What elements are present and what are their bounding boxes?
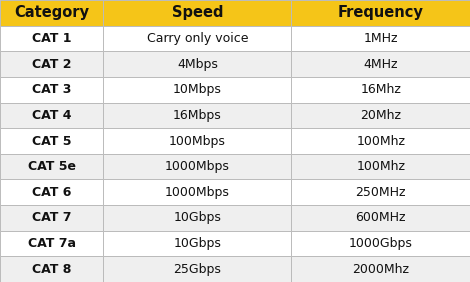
Text: CAT 3: CAT 3: [32, 83, 71, 96]
Bar: [0, 103, 103, 128]
Text: CAT 5e: CAT 5e: [28, 160, 76, 173]
Bar: [0, 26, 103, 51]
Text: 10Mbps: 10Mbps: [173, 83, 222, 96]
Text: CAT 2: CAT 2: [32, 58, 71, 70]
Bar: [103, 0, 291, 26]
Text: 2000Mhz: 2000Mhz: [352, 263, 409, 276]
Bar: [291, 103, 470, 128]
Text: 10Gbps: 10Gbps: [173, 212, 221, 224]
Bar: [291, 128, 470, 154]
Bar: [291, 231, 470, 256]
Bar: [0, 231, 103, 256]
Text: 1MHz: 1MHz: [363, 32, 398, 45]
Text: CAT 8: CAT 8: [32, 263, 71, 276]
Text: CAT 7a: CAT 7a: [28, 237, 76, 250]
Bar: [291, 256, 470, 282]
Text: CAT 1: CAT 1: [32, 32, 71, 45]
Text: CAT 6: CAT 6: [32, 186, 71, 199]
Bar: [103, 205, 291, 231]
Text: 1000Gbps: 1000Gbps: [349, 237, 413, 250]
Bar: [291, 51, 470, 77]
Bar: [291, 26, 470, 51]
Text: 1000Mbps: 1000Mbps: [165, 160, 230, 173]
Text: 100Mhz: 100Mhz: [356, 135, 405, 147]
Text: 10Gbps: 10Gbps: [173, 237, 221, 250]
Bar: [103, 154, 291, 179]
Text: CAT 7: CAT 7: [32, 212, 71, 224]
Bar: [291, 154, 470, 179]
Text: Speed: Speed: [172, 5, 223, 20]
Bar: [0, 51, 103, 77]
Bar: [0, 179, 103, 205]
Bar: [0, 154, 103, 179]
Bar: [103, 103, 291, 128]
Text: Category: Category: [14, 5, 89, 20]
Text: 25Gbps: 25Gbps: [173, 263, 221, 276]
Text: 100Mhz: 100Mhz: [356, 160, 405, 173]
Text: Frequency: Frequency: [338, 5, 423, 20]
Text: 4MHz: 4MHz: [363, 58, 398, 70]
Text: 250MHz: 250MHz: [355, 186, 406, 199]
Bar: [0, 77, 103, 103]
Bar: [103, 231, 291, 256]
Bar: [103, 51, 291, 77]
Bar: [103, 26, 291, 51]
Bar: [291, 179, 470, 205]
Bar: [291, 77, 470, 103]
Text: 4Mbps: 4Mbps: [177, 58, 218, 70]
Text: 100Mbps: 100Mbps: [169, 135, 226, 147]
Text: 20Mhz: 20Mhz: [360, 109, 401, 122]
Text: CAT 5: CAT 5: [32, 135, 71, 147]
Bar: [103, 77, 291, 103]
Bar: [0, 128, 103, 154]
Text: 16Mbps: 16Mbps: [173, 109, 222, 122]
Text: 16Mhz: 16Mhz: [360, 83, 401, 96]
Text: 600MHz: 600MHz: [355, 212, 406, 224]
Bar: [0, 256, 103, 282]
Bar: [103, 128, 291, 154]
Bar: [291, 0, 470, 26]
Bar: [0, 0, 103, 26]
Bar: [103, 179, 291, 205]
Text: CAT 4: CAT 4: [32, 109, 71, 122]
Text: Carry only voice: Carry only voice: [147, 32, 248, 45]
Text: 1000Mbps: 1000Mbps: [165, 186, 230, 199]
Bar: [103, 256, 291, 282]
Bar: [0, 205, 103, 231]
Bar: [291, 205, 470, 231]
